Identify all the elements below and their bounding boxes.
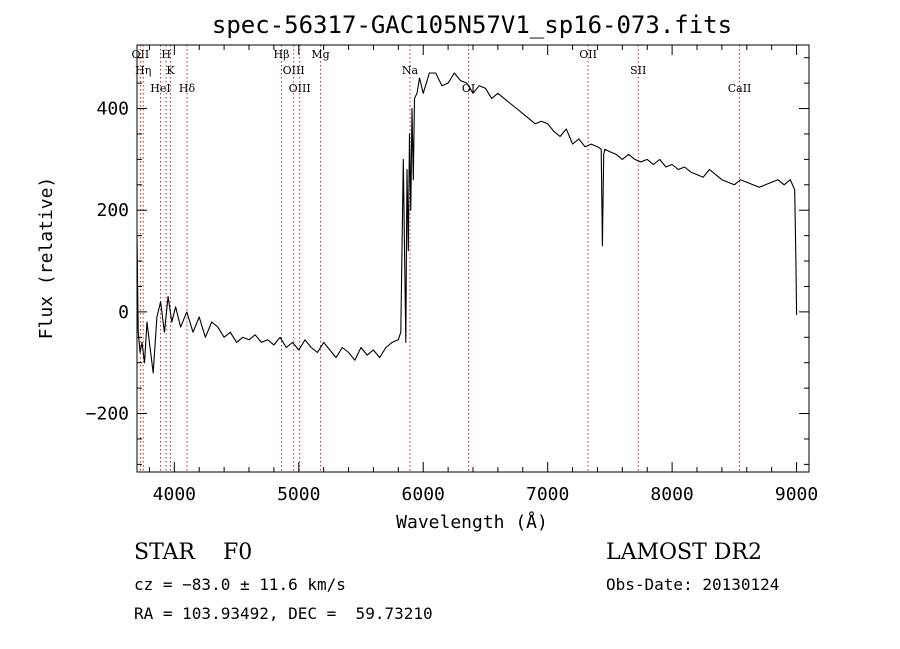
x-tick-label: 7000 [526, 484, 569, 505]
obs-date: Obs-Date: 20130124 [606, 575, 780, 594]
x-axis-label: Wavelength (Å) [396, 511, 548, 533]
flux-series-line [136, 72, 798, 374]
redshift-readout: cz = −83.0 ± 11.6 km/s [134, 575, 346, 594]
subclass-label: F0 [222, 540, 253, 565]
y-axis: −200 0 200 400 [86, 57, 809, 465]
y-axis-label: Flux (relative) [36, 177, 57, 340]
spectral-line-label: Mg [311, 48, 329, 61]
spectral-line-label: Hβ [274, 48, 290, 61]
spectral-line-label: Hδ [179, 82, 196, 95]
survey-label: LAMOST DR2 [606, 540, 762, 565]
spectral-line-label: Na [402, 64, 419, 77]
x-tick-label: 6000 [402, 484, 445, 505]
spectral-line-label: HeI [150, 82, 170, 95]
x-tick-label: 8000 [650, 484, 693, 505]
x-axis: 4000 5000 6000 7000 8000 9000 [148, 45, 818, 505]
spectral-line-label: OIII [289, 82, 311, 95]
spectral-line-label: SII [630, 64, 646, 77]
spectral-line-label: CaII [728, 82, 752, 95]
plot-frame [136, 44, 810, 473]
y-tick-label: 0 [118, 302, 129, 323]
y-tick-label: 200 [96, 200, 129, 221]
spectral-line-label: OIII [283, 64, 305, 77]
x-tick-label: 5000 [277, 484, 320, 505]
spectral-line-label: Hη [135, 64, 151, 77]
spectral-line-label: H [161, 48, 171, 61]
chart-title: spec-56317-GAC105N57V1_sp16-073.fits [212, 11, 732, 39]
coordinates-readout: RA = 103.93492, DEC = 59.73210 [134, 604, 433, 623]
x-tick-label: 4000 [153, 484, 196, 505]
flux-series [136, 72, 798, 374]
x-tick-label: 9000 [775, 484, 818, 505]
spectral-line-label: K [166, 64, 175, 77]
spectral-line-label: OII [579, 48, 597, 61]
spectral-line-label: OII [132, 48, 150, 61]
y-tick-label: −200 [86, 404, 129, 425]
object-class-label: STAR [134, 540, 195, 565]
object-class: STAR F0 [134, 540, 252, 565]
y-tick-label: 400 [96, 99, 129, 120]
